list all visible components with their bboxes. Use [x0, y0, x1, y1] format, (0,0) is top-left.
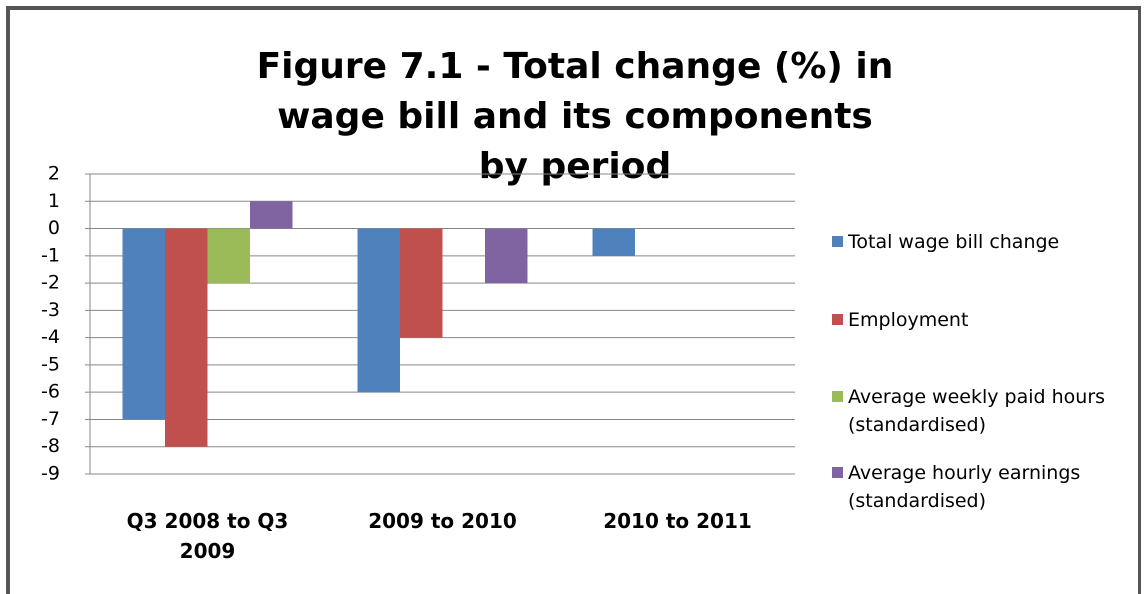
bar [592, 228, 635, 256]
chart-frame [6, 6, 1141, 594]
y-tick-label: -4 [41, 326, 60, 348]
legend-swatch [832, 314, 843, 325]
y-tick-label: 1 [48, 190, 60, 212]
legend-swatch [832, 467, 843, 478]
y-tick-label: -8 [41, 435, 60, 457]
legend-entry: Employment [832, 306, 1132, 334]
x-tick-label: 2009 to 2010 [368, 509, 517, 533]
y-tick-label: -9 [41, 463, 60, 485]
chart-title: Figure 7.1 - Total change (%) in wage bi… [256, 46, 894, 187]
x-tick-label: 2010 to 2011 [603, 509, 752, 533]
bar [400, 228, 443, 338]
y-tick-label: -1 [41, 244, 60, 266]
y-tick-label: -7 [41, 408, 60, 430]
bar [250, 201, 293, 229]
legend-label: Total wage bill change [848, 231, 1060, 253]
legend-label: Employment [848, 309, 969, 331]
bar [207, 228, 250, 284]
y-tick-label: 0 [48, 217, 60, 239]
bar [122, 228, 165, 420]
legend-entry: Average hourly earnings (standardised) [832, 459, 1132, 515]
legend-swatch [832, 236, 843, 247]
y-tick-label: -2 [41, 272, 60, 294]
legend-label: Average hourly earnings (standardised) [848, 462, 1081, 512]
bar [165, 228, 208, 447]
y-tick-label: 2 [48, 163, 60, 185]
bar [357, 228, 400, 393]
y-tick-label: -3 [41, 299, 60, 321]
legend-entry: Total wage bill change [832, 228, 1132, 256]
y-tick-label: -5 [41, 353, 60, 375]
bar [485, 228, 528, 284]
legend-entry: Average weekly paid hours (standardised) [832, 383, 1132, 439]
y-tick-label: -6 [41, 381, 60, 403]
x-tick-label: Q3 2008 to Q3 2009 [126, 509, 289, 563]
legend-label: Average weekly paid hours (standardised) [848, 386, 1106, 436]
legend-swatch [832, 391, 843, 402]
